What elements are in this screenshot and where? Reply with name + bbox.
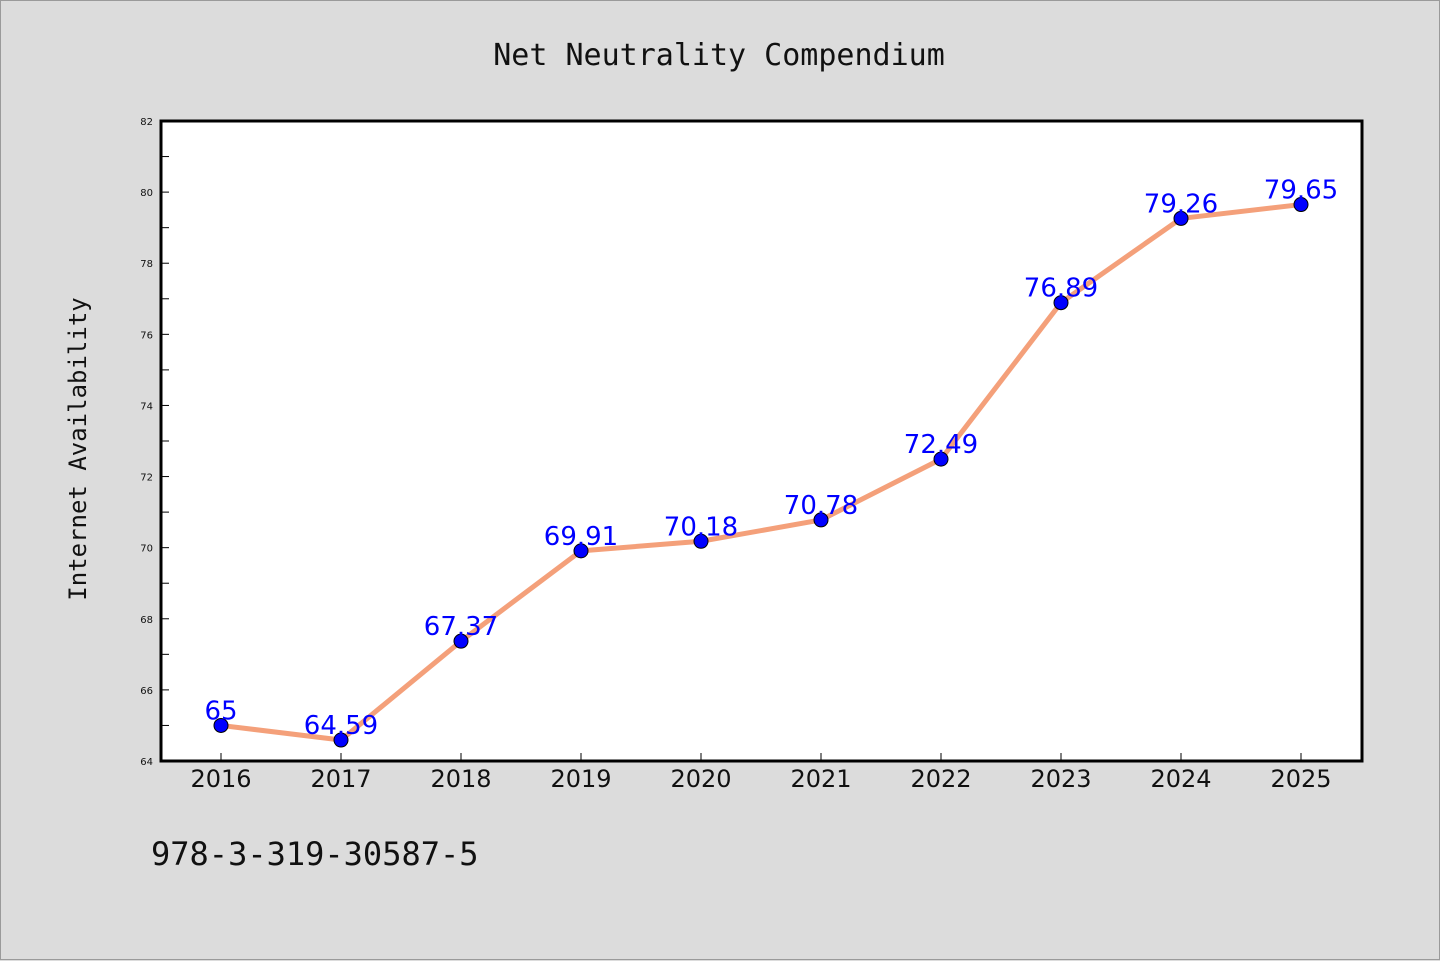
y-axis-label: Internet Availability [64,297,92,600]
x-tick-label: 2023 [1030,765,1091,793]
y-tick-label: 74 [140,401,153,412]
series-polyline [218,202,1304,743]
data-label-2022: 72.49 [904,430,978,460]
data-point-2020 [693,533,709,549]
series-markers [213,197,1309,748]
chart-title: Net Neutrality Compendium [493,38,945,73]
x-tick-label: 2022 [910,765,971,793]
y-tick-label: 72 [140,473,153,484]
x-tick-label: 2017 [310,765,371,793]
x-tick-label: 2020 [670,765,731,793]
data-label-2025: 79.65 [1264,176,1338,206]
data-point-2023 [1053,295,1069,311]
isbn-text: 978-3-319-30587-5 [151,835,479,873]
data-label-2018: 67.37 [424,612,498,642]
data-label-2024: 79.26 [1144,189,1218,219]
y-tick-label: 80 [140,188,153,199]
data-label-2017: 64.59 [304,711,378,741]
y-tick-label: 76 [140,330,153,341]
x-tick-label: 2025 [1270,765,1331,793]
data-point-2025 [1293,197,1309,213]
data-point-2019 [573,543,589,559]
y-axis: 64 66 68 70 72 74 76 78 80 82 [140,117,169,768]
y-tick-label: 78 [140,259,153,270]
x-tick-label: 2018 [430,765,491,793]
data-point-2016 [213,717,229,733]
data-label-2020: 70.18 [664,512,738,542]
data-label-2016: 65 [204,696,237,726]
series-line [218,202,1304,743]
data-label-2019: 69.91 [544,522,618,552]
x-tick-label: 2021 [790,765,851,793]
x-axis: 2016 2017 2018 2019 2020 2021 2022 2023 2024 2025 [190,753,1332,793]
x-tick-label: 2019 [550,765,611,793]
y-tick-label: 68 [140,615,153,626]
x-tick-label: 2016 [190,765,251,793]
y-tick-label: 66 [140,686,153,697]
y-tick-label: 70 [140,544,153,555]
data-point-2018 [453,633,469,649]
data-point-2021 [813,512,829,528]
data-label-2023: 76.89 [1024,274,1098,304]
y-tick-label: 64 [140,757,153,768]
data-point-2022 [933,451,949,467]
data-label-2021: 70.78 [784,491,858,521]
data-point-2017 [333,732,349,748]
data-point-2024 [1173,210,1189,226]
data-labels: 65 64.59 67.37 69.91 70.18 70.78 72.49 76.89 79.… [204,176,1338,741]
x-tick-label: 2024 [1150,765,1211,793]
y-tick-label: 82 [140,117,153,128]
plot-area [159,119,1364,763]
